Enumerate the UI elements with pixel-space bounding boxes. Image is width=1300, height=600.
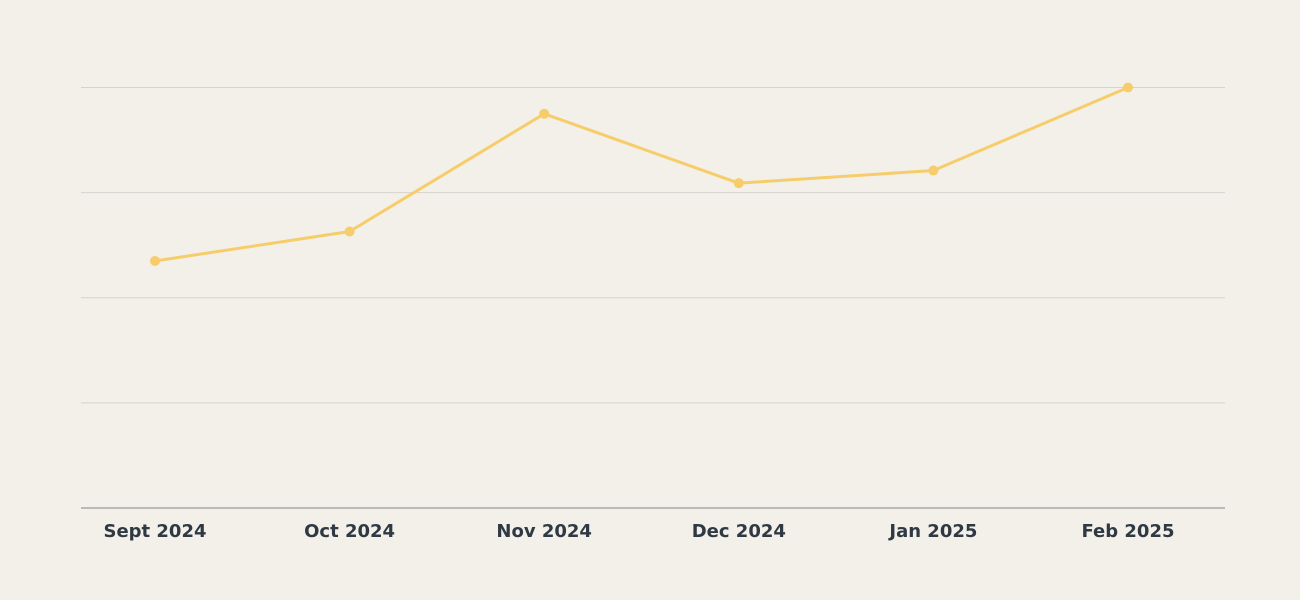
data-point[interactable] (344, 226, 355, 237)
x-tick-label: Nov 2024 (496, 521, 592, 542)
x-tick-label: Jan 2025 (887, 521, 977, 542)
data-point[interactable] (150, 255, 160, 266)
data-point[interactable] (539, 108, 550, 119)
data-point[interactable] (1123, 82, 1133, 93)
series-line (153, 86, 1130, 263)
gridlines (81, 87, 1225, 404)
data-point[interactable] (733, 178, 744, 189)
series-layer (150, 82, 1133, 266)
x-tick-label: Oct 2024 (304, 521, 395, 542)
x-tick-label: Dec 2024 (692, 521, 786, 542)
x-tick-label: Sept 2024 (103, 521, 206, 542)
x-tick-labels: Sept 2024 Oct 2024 Nov 2024 Dec 2024 Jan 202… (103, 521, 1174, 542)
data-point[interactable] (928, 165, 939, 176)
x-tick-label: Feb 2025 (1081, 521, 1174, 542)
